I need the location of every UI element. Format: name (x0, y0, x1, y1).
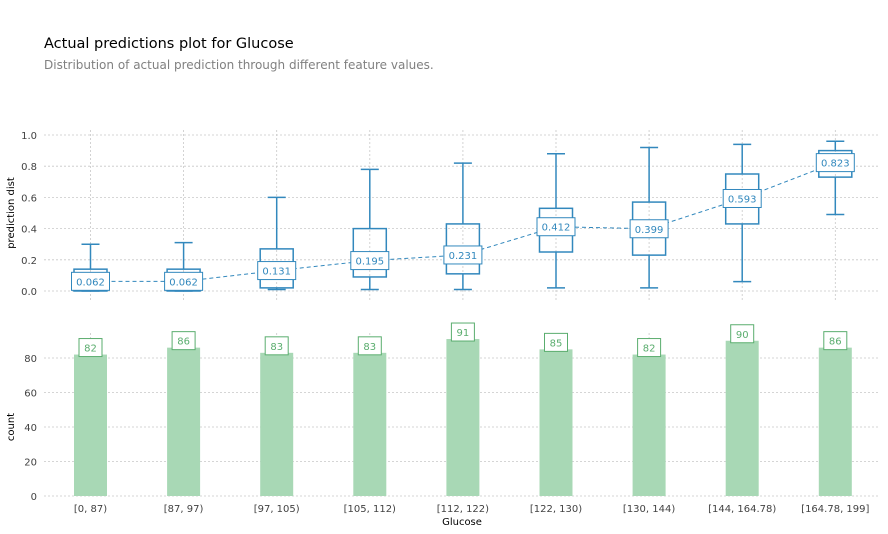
count-label-box (544, 332, 568, 352)
mean-label-box (443, 245, 483, 265)
x-axis-label: Glucose (442, 517, 482, 528)
count-bar (353, 352, 387, 496)
x-tick-label: [112, 122) (437, 504, 489, 515)
count-label: 82 (84, 344, 97, 355)
count-label: 91 (457, 328, 470, 339)
mean-label: 0.593 (728, 194, 757, 205)
x-tick-label: [164.78, 199] (801, 504, 869, 515)
count-label-box (823, 331, 848, 351)
count-bar (74, 354, 107, 496)
count-label: 82 (643, 344, 656, 355)
count-bar (725, 340, 759, 496)
y-tick-label: 0.2 (21, 256, 37, 267)
x-tick-label: [97, 105) (254, 504, 300, 515)
count-label: 83 (270, 342, 283, 353)
mean-label-box (536, 217, 576, 237)
y-tick-label: 60 (24, 389, 37, 400)
count-label-box (450, 322, 475, 342)
y-tick-label: 0.8 (21, 162, 37, 173)
count-bar (818, 347, 852, 496)
chart-title: Actual predictions plot for Glucose (44, 36, 294, 52)
count-label-box (637, 338, 662, 358)
mean-label: 0.399 (635, 225, 664, 236)
y-axis-label: prediction dist (6, 177, 17, 249)
count-label: 90 (736, 330, 749, 341)
x-tick-label: [122, 130) (530, 504, 582, 515)
count-label-box (171, 331, 196, 351)
mean-label: 0.195 (355, 257, 384, 268)
mean-label-box (722, 188, 762, 208)
mean-label: 0.823 (821, 159, 850, 170)
mean-label: 0.231 (449, 251, 478, 262)
count-bar (446, 339, 480, 496)
mean-label-box (350, 251, 390, 271)
y-tick-label: 80 (24, 354, 37, 365)
mean-label: 0.412 (542, 223, 571, 234)
y-tick-label: 0.6 (21, 193, 37, 204)
count-bar (539, 349, 573, 496)
x-tick-label: [144, 164.78) (708, 504, 776, 515)
mean-label-box (71, 271, 110, 291)
mean-label: 0.062 (169, 277, 198, 288)
count-label: 83 (363, 342, 376, 353)
mean-label-box (257, 261, 297, 281)
y-tick-label: 1.0 (21, 131, 37, 142)
y-tick-label: 40 (24, 423, 37, 434)
count-bar (167, 347, 201, 496)
count-label-box (357, 336, 382, 356)
mean-label-box (629, 219, 669, 239)
x-tick-label: [130, 144) (623, 504, 675, 515)
count-bar (260, 352, 294, 496)
mean-label: 0.131 (262, 267, 291, 278)
count-label-box (264, 336, 289, 356)
mean-label-box (164, 271, 204, 291)
x-tick-label: [87, 97) (164, 504, 204, 515)
count-label: 86 (829, 337, 842, 348)
y-tick-label: 0 (31, 492, 37, 503)
y-tick-label: 20 (24, 458, 37, 469)
y-tick-label: 0.0 (21, 287, 37, 298)
x-tick-label: [105, 112) (344, 504, 396, 515)
count-label: 86 (177, 337, 190, 348)
y-tick-label: 0.4 (21, 225, 37, 236)
count-label-box (78, 338, 103, 358)
y-axis-label: count (6, 413, 17, 441)
count-bar (632, 354, 666, 496)
count-label: 85 (550, 338, 563, 349)
mean-label-box (815, 153, 855, 173)
chart-subtitle: Distribution of actual prediction throug… (44, 58, 434, 72)
count-label-box (730, 324, 755, 344)
x-tick-label: [0, 87) (74, 504, 107, 515)
mean-label: 0.062 (76, 277, 105, 288)
